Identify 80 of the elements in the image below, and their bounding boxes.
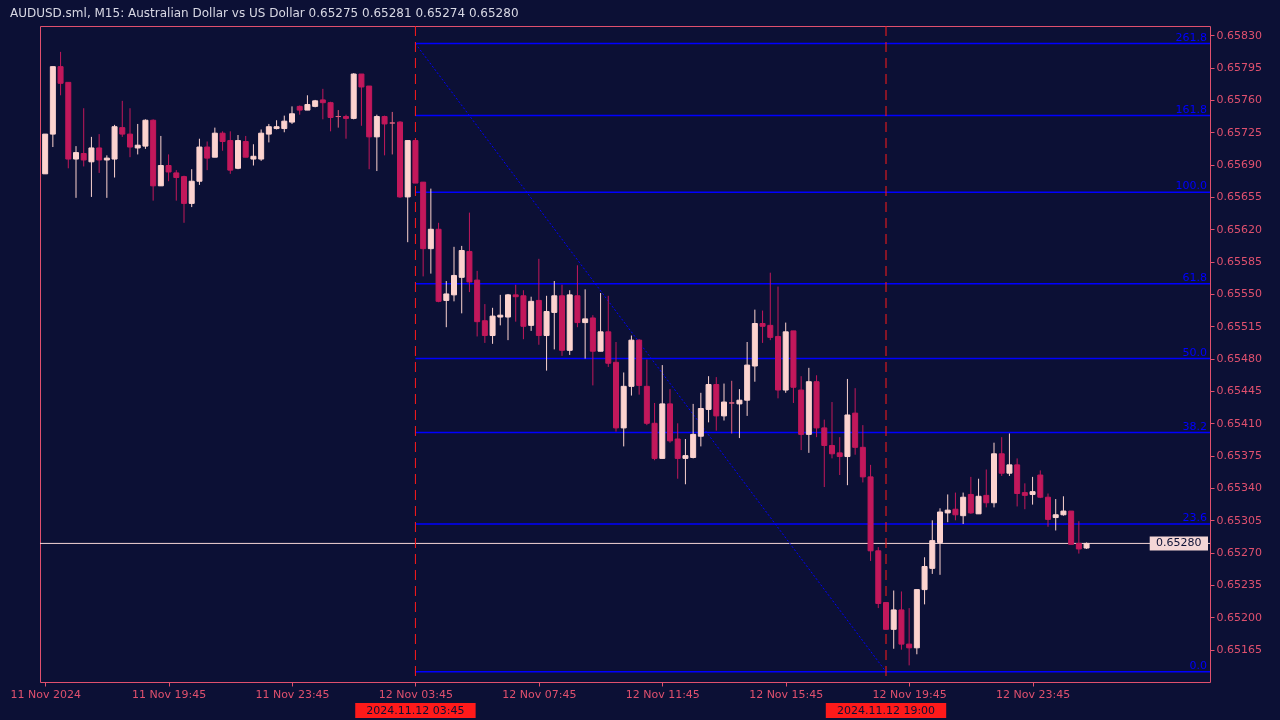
candlestick xyxy=(960,492,967,525)
x-tick-label: 12 Nov 11:45 xyxy=(625,687,700,701)
x-tick-label: 12 Nov 03:45 xyxy=(378,687,454,701)
candlestick xyxy=(80,107,87,167)
candlestick xyxy=(73,145,79,199)
x-tick-label: 12 Nov 15:45 xyxy=(749,687,824,701)
y-tick-label: 0.65445 xyxy=(1216,384,1262,398)
candlestick xyxy=(119,100,126,138)
series-label: 50.0 xyxy=(1182,345,1207,359)
y-tick-label: 0.65725 xyxy=(1216,125,1262,139)
candlestick xyxy=(427,188,434,275)
y-tick-label: 0.65550 xyxy=(1216,287,1262,301)
candlestick xyxy=(674,422,681,480)
candlestick xyxy=(1037,469,1044,499)
y-tick-label: 0.65795 xyxy=(1216,61,1262,75)
x-tick-label: 12 Nov 07:45 xyxy=(502,687,577,701)
series-label: 61.8 xyxy=(1182,270,1207,284)
ref-line-label: 0.65280 xyxy=(1156,536,1202,550)
candlestick xyxy=(1029,476,1036,506)
x-tick-label: 12 Nov 23:45 xyxy=(995,687,1071,701)
candlestick xyxy=(721,383,727,422)
candlestick xyxy=(1045,493,1051,528)
x-tick-label: 11 Nov 19:45 xyxy=(131,687,207,701)
candlestick xyxy=(88,136,95,198)
y-tick-label: 0.65480 xyxy=(1216,352,1262,366)
candlestick xyxy=(998,436,1005,477)
candlestick xyxy=(373,114,380,172)
candlestick xyxy=(204,140,211,171)
series-label: 38.2 xyxy=(1182,419,1207,433)
x-tick-label: 12 Nov 19:45 xyxy=(872,687,947,701)
y-tick-label: 0.65585 xyxy=(1216,255,1262,269)
candlestick xyxy=(1006,432,1013,477)
candlestick xyxy=(1021,482,1028,510)
ref-line-label: 2024.11.12 19:00 xyxy=(836,703,936,717)
candlestick xyxy=(1075,520,1082,555)
candlestick xyxy=(944,493,951,523)
candlestick xyxy=(389,111,396,155)
candlestick xyxy=(505,293,511,341)
series-label: 0.0 xyxy=(1189,658,1207,672)
candlestick xyxy=(157,135,164,187)
y-tick-label: 0.65305 xyxy=(1216,513,1262,527)
y-tick-label: 0.65830 xyxy=(1216,28,1262,42)
chart-title: AUDUSD.sml, M15: Australian Dollar vs US Dollar 0.65275 0.65281 0.65274 0.65280 xyxy=(9,5,519,20)
y-tick-label: 0.65690 xyxy=(1216,158,1262,172)
y-tick-label: 0.65165 xyxy=(1216,643,1262,657)
y-tick-label: 0.65655 xyxy=(1216,190,1262,204)
candlestick xyxy=(242,135,249,158)
series-label: 23.6 xyxy=(1182,511,1207,525)
y-tick-label: 0.65270 xyxy=(1216,546,1262,560)
ref-line-label: 2024.11.12 03:45 xyxy=(366,703,465,717)
candlestick xyxy=(381,115,388,156)
x-tick-label: 11 Nov 2024 xyxy=(10,687,81,701)
candlestick xyxy=(728,380,735,434)
y-tick-label: 0.65760 xyxy=(1216,93,1262,107)
candlestick xyxy=(127,107,133,158)
y-tick-label: 0.65620 xyxy=(1216,222,1262,236)
y-tick-label: 0.65375 xyxy=(1216,449,1262,463)
candlestick xyxy=(96,133,103,174)
y-tick-label: 0.65410 xyxy=(1216,416,1262,430)
y-tick-label: 0.65200 xyxy=(1216,610,1262,624)
x-tick-label: 11 Nov 23:45 xyxy=(255,687,330,701)
candlestick xyxy=(582,288,589,360)
y-tick-label: 0.65515 xyxy=(1216,319,1262,333)
candlestick xyxy=(967,476,974,515)
y-tick-label: 0.65235 xyxy=(1216,578,1262,592)
candlestick xyxy=(829,401,835,459)
candlestick xyxy=(890,590,897,650)
candlestick xyxy=(952,492,959,521)
candlestick xyxy=(443,280,450,328)
candlestick xyxy=(481,303,488,344)
candlestick xyxy=(597,292,604,352)
series-label: 261.8 xyxy=(1175,30,1207,44)
candlestick xyxy=(343,114,349,140)
candlestick xyxy=(975,478,982,515)
candlestick xyxy=(451,246,457,302)
series-label: 161.8 xyxy=(1175,102,1207,116)
series-label: 100.0 xyxy=(1175,179,1207,193)
candlestick xyxy=(836,436,843,476)
candlestick xyxy=(983,468,990,508)
y-tick-label: 0.65340 xyxy=(1216,481,1262,495)
